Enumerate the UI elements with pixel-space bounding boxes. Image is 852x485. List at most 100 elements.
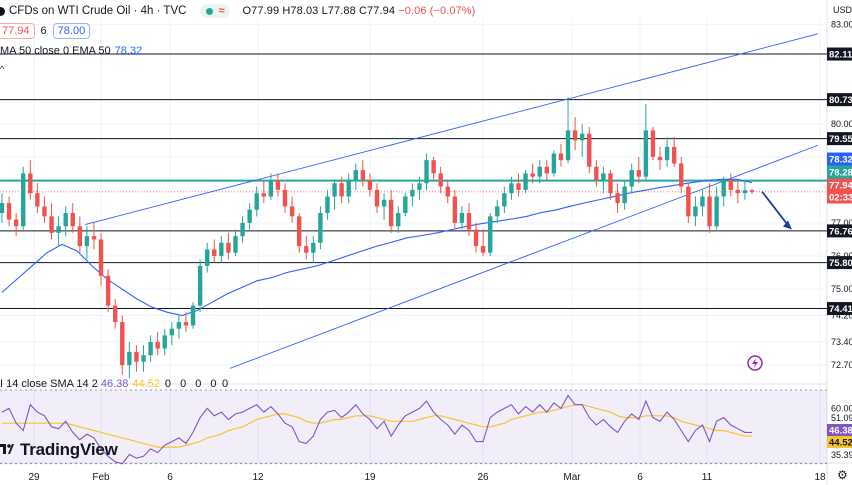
rsi-badge-label: 46.38 — [829, 426, 852, 437]
candle-body — [615, 193, 620, 204]
high-label: H — [282, 5, 291, 17]
candle-body — [693, 206, 698, 217]
candle-body — [657, 156, 663, 161]
tradingview-logo[interactable]: TradingView — [0, 438, 118, 462]
candle-body — [261, 193, 266, 197]
candle-body — [438, 173, 443, 187]
projection-arrow-line — [761, 190, 790, 228]
rsi-line — [1, 394, 752, 465]
candle-body — [282, 189, 288, 207]
price-tick-label: 75.00 — [831, 284, 852, 294]
candle-body — [63, 213, 68, 227]
price-badge — [827, 152, 852, 166]
candle-body — [21, 173, 26, 227]
candle-body — [403, 196, 408, 214]
projection-arrowhead — [783, 220, 792, 230]
time-tick-label: 29 — [28, 472, 40, 483]
time-tick-label: 19 — [364, 472, 376, 483]
trade-buttons: 77.94 6 78.00 — [0, 22, 91, 40]
candle-body — [70, 213, 75, 227]
candle-body — [664, 146, 670, 161]
rsi-legend[interactable]: I 14 close SMA 14 2 46.38 44.52 0 0 0 0 — [0, 378, 220, 390]
change-value: −0.06 (−0.07%) — [398, 5, 476, 17]
candle-body — [98, 239, 104, 276]
candle-body — [417, 183, 422, 190]
price-badge-label: 78.32 — [829, 155, 852, 166]
candle-body — [728, 179, 733, 190]
candle-body — [636, 170, 641, 177]
rsi-tick-label: 35.39 — [831, 450, 852, 460]
candle-body — [749, 190, 755, 192]
candle-body — [332, 183, 337, 197]
candle-body — [148, 341, 153, 356]
market-status-badge[interactable]: ≈ — [200, 4, 231, 18]
price-badge-label: 77.94 — [829, 181, 852, 192]
time-axis[interactable]: 29 Feb 6 12 19 26 Mar 6 11 18 — [28, 472, 826, 483]
open-label: O — [242, 5, 252, 17]
price-badge-label: 82.11 — [829, 50, 852, 61]
delay-icon: ≈ — [218, 5, 225, 17]
candle-body — [197, 265, 203, 306]
candle-body — [601, 173, 606, 180]
price-badge-label: 78.28 — [829, 168, 852, 179]
candle-body — [219, 242, 224, 256]
ema-50-line — [1, 178, 753, 317]
candle-body — [686, 186, 691, 217]
candle-body — [523, 173, 528, 190]
candle-body — [473, 229, 479, 247]
candle-body — [495, 206, 500, 217]
symbol-title[interactable]: CFDs on WTI Crude Oil · 4h · TVC — [9, 5, 187, 17]
time-tick-label: 18 — [814, 472, 826, 483]
candle-body — [311, 242, 316, 253]
price-tick-label: 83.00 — [831, 20, 852, 30]
buy-button[interactable]: 78.00 — [52, 23, 91, 39]
rsi-badge — [827, 436, 852, 448]
candle-body — [212, 249, 217, 256]
collapse-legend-icon[interactable]: ^ — [0, 64, 5, 74]
time-tick-label: Mar — [563, 472, 581, 483]
channel-trendline — [85, 33, 819, 226]
candle-body — [396, 213, 401, 227]
candle-body — [169, 328, 175, 336]
candle-body — [304, 246, 309, 253]
rsi-tick-label: 51.09 — [831, 413, 852, 423]
horizontal-levels[interactable] — [0, 53, 827, 310]
candle-body — [374, 189, 380, 207]
candle-body — [42, 206, 47, 217]
candle-body — [190, 305, 196, 326]
gear-icon[interactable]: ⚙ — [837, 468, 848, 482]
candle-body — [226, 242, 231, 253]
spread-value: 6 — [40, 25, 47, 37]
ema-legend[interactable]: MA 50 close 0 EMA 50 78.32 — [0, 45, 142, 57]
candle-body — [735, 189, 741, 194]
sell-button[interactable]: 77.94 — [0, 23, 35, 39]
price-badge — [827, 93, 852, 107]
candle-body — [516, 183, 521, 190]
candle-body — [6, 203, 12, 220]
rsi-badge-label: 44.52 — [829, 438, 852, 449]
tradingview-wordmark: TradingView — [20, 440, 118, 459]
candle-body — [530, 173, 535, 177]
candle-body — [325, 196, 330, 214]
lightning-icon — [752, 358, 758, 368]
price-tick-label: 73.40 — [831, 337, 852, 347]
price-axis[interactable]: 83.0080.0079.0077.0076.0075.0074.2073.40… — [827, 20, 852, 460]
candle-body — [537, 166, 542, 177]
candle-body — [339, 183, 344, 197]
candle-body — [445, 186, 450, 197]
price-channel[interactable] — [85, 33, 819, 369]
candle-body — [268, 179, 274, 197]
candle-body — [113, 305, 118, 323]
candle-body — [424, 160, 429, 184]
candle-body — [466, 213, 472, 230]
candle-body — [388, 199, 394, 227]
candle-body — [558, 153, 564, 161]
candle-body — [360, 170, 366, 180]
symbol-logo-icon — [0, 6, 5, 16]
candle-body — [176, 322, 182, 329]
candle-body — [509, 183, 514, 194]
candle-body — [346, 179, 351, 197]
candle-body — [587, 133, 592, 167]
